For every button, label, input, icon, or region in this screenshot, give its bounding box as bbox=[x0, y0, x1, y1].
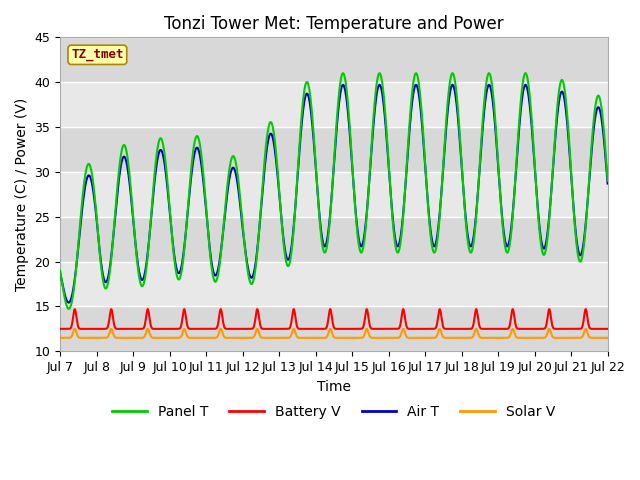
Air T bbox=[287, 252, 294, 257]
Bar bbox=[60, 37, 607, 82]
Panel T bbox=[449, 71, 456, 76]
Line: Panel T: Panel T bbox=[60, 73, 607, 309]
Battery V bbox=[56, 326, 64, 332]
X-axis label: Time: Time bbox=[317, 380, 351, 394]
Bar bbox=[60, 306, 607, 351]
Air T bbox=[449, 82, 456, 88]
Panel T bbox=[56, 268, 64, 274]
Battery V bbox=[317, 326, 324, 332]
Battery V bbox=[587, 326, 595, 332]
Line: Air T: Air T bbox=[60, 85, 607, 302]
Panel T bbox=[454, 109, 462, 115]
Air T bbox=[317, 222, 324, 228]
Panel T bbox=[287, 257, 294, 263]
Air T bbox=[604, 180, 611, 186]
Battery V bbox=[217, 306, 225, 312]
Legend: Panel T, Battery V, Air T, Solar V: Panel T, Battery V, Air T, Solar V bbox=[107, 399, 561, 424]
Solar V bbox=[587, 335, 595, 341]
Battery V bbox=[287, 324, 294, 330]
Air T bbox=[588, 155, 595, 161]
Bar bbox=[60, 262, 607, 306]
Title: Tonzi Tower Met: Temperature and Power: Tonzi Tower Met: Temperature and Power bbox=[164, 15, 504, 33]
Battery V bbox=[560, 326, 568, 332]
Line: Solar V: Solar V bbox=[60, 329, 607, 338]
Bar bbox=[60, 82, 607, 127]
Solar V bbox=[291, 327, 298, 333]
Panel T bbox=[65, 306, 72, 312]
Solar V bbox=[604, 335, 611, 341]
Line: Battery V: Battery V bbox=[60, 309, 607, 329]
Air T bbox=[291, 212, 298, 218]
Y-axis label: Temperature (C) / Power (V): Temperature (C) / Power (V) bbox=[15, 98, 29, 291]
Battery V bbox=[291, 309, 298, 315]
Text: TZ_tmet: TZ_tmet bbox=[71, 48, 124, 61]
Panel T bbox=[604, 178, 611, 184]
Air T bbox=[560, 93, 568, 99]
Solar V bbox=[287, 334, 294, 340]
Bar bbox=[60, 172, 607, 217]
Panel T bbox=[317, 226, 324, 231]
Battery V bbox=[454, 326, 462, 332]
Solar V bbox=[454, 335, 462, 341]
Solar V bbox=[56, 335, 64, 341]
Bar bbox=[60, 217, 607, 262]
Air T bbox=[56, 270, 64, 276]
Solar V bbox=[317, 335, 324, 341]
Bar bbox=[60, 127, 607, 172]
Solar V bbox=[560, 335, 568, 341]
Panel T bbox=[560, 82, 568, 88]
Air T bbox=[454, 117, 462, 123]
Panel T bbox=[291, 214, 298, 219]
Panel T bbox=[588, 150, 595, 156]
Solar V bbox=[217, 326, 225, 332]
Air T bbox=[65, 300, 72, 305]
Battery V bbox=[604, 326, 611, 332]
